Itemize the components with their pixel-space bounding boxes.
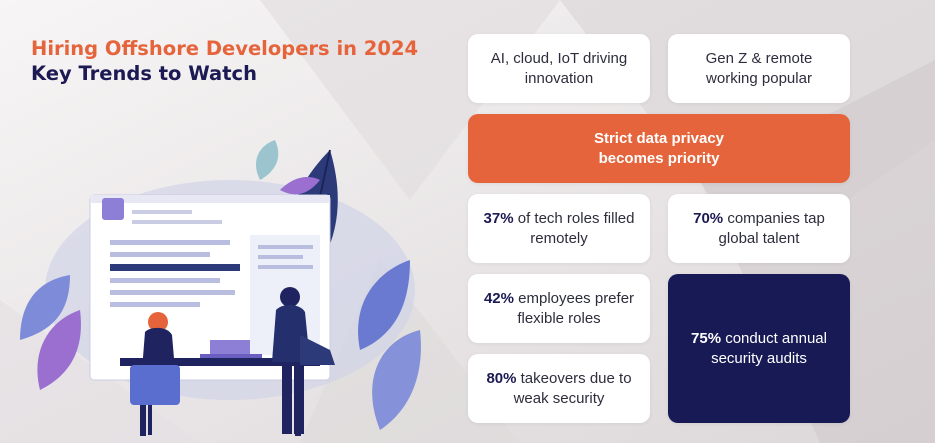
page-title: Hiring Offshore Developers in 2024 xyxy=(31,37,419,60)
card-takeovers-text: takeovers due to weak security xyxy=(513,369,632,407)
card-global-talent: 70% companies tap global talent xyxy=(668,194,850,263)
card-remote-roles-stat: 37% xyxy=(483,209,514,227)
person-icon xyxy=(272,287,335,434)
card-flexible-roles-text: employees prefer flexible roles xyxy=(517,289,635,327)
workspace-illustration xyxy=(20,140,421,436)
person-icon xyxy=(130,312,180,435)
laptop-icon xyxy=(200,340,262,358)
card-flexible-roles-stat: 42% xyxy=(483,289,514,307)
card-ai-cloud-iot: AI, cloud, IoT driving innovation xyxy=(468,34,650,103)
card-data-privacy: Strict data privacy becomes priority xyxy=(468,114,850,183)
card-global-talent-stat: 70% xyxy=(693,209,724,227)
card-takeovers: 80% takeovers due to weak security xyxy=(468,354,650,423)
card-security-audits-stat: 75% xyxy=(691,329,722,347)
title-block: Hiring Offshore Developers in 2024 Key T… xyxy=(31,36,418,86)
card-security-audits: 75% conduct annual security audits xyxy=(668,274,850,423)
card-flexible-roles: 42% employees prefer flexible roles xyxy=(468,274,650,343)
chair-icon xyxy=(130,365,180,405)
card-takeovers-stat: 80% xyxy=(486,369,517,387)
card-genz-remote-text: Gen Z & remote working popular xyxy=(705,49,813,87)
card-data-privacy-text: Strict data privacy becomes priority xyxy=(593,129,725,167)
card-security-audits-text: conduct annual security audits xyxy=(711,329,827,367)
card-remote-roles: 37% of tech roles filled remotely xyxy=(468,194,650,263)
page-subtitle: Key Trends to Watch xyxy=(31,62,257,85)
card-global-talent-text: companies tap global talent xyxy=(718,209,825,247)
card-ai-cloud-iot-text: AI, cloud, IoT driving innovation xyxy=(490,49,628,87)
card-genz-remote: Gen Z & remote working popular xyxy=(668,34,850,103)
card-remote-roles-text: of tech roles filled remotely xyxy=(517,209,635,247)
chair-icon xyxy=(300,335,335,365)
